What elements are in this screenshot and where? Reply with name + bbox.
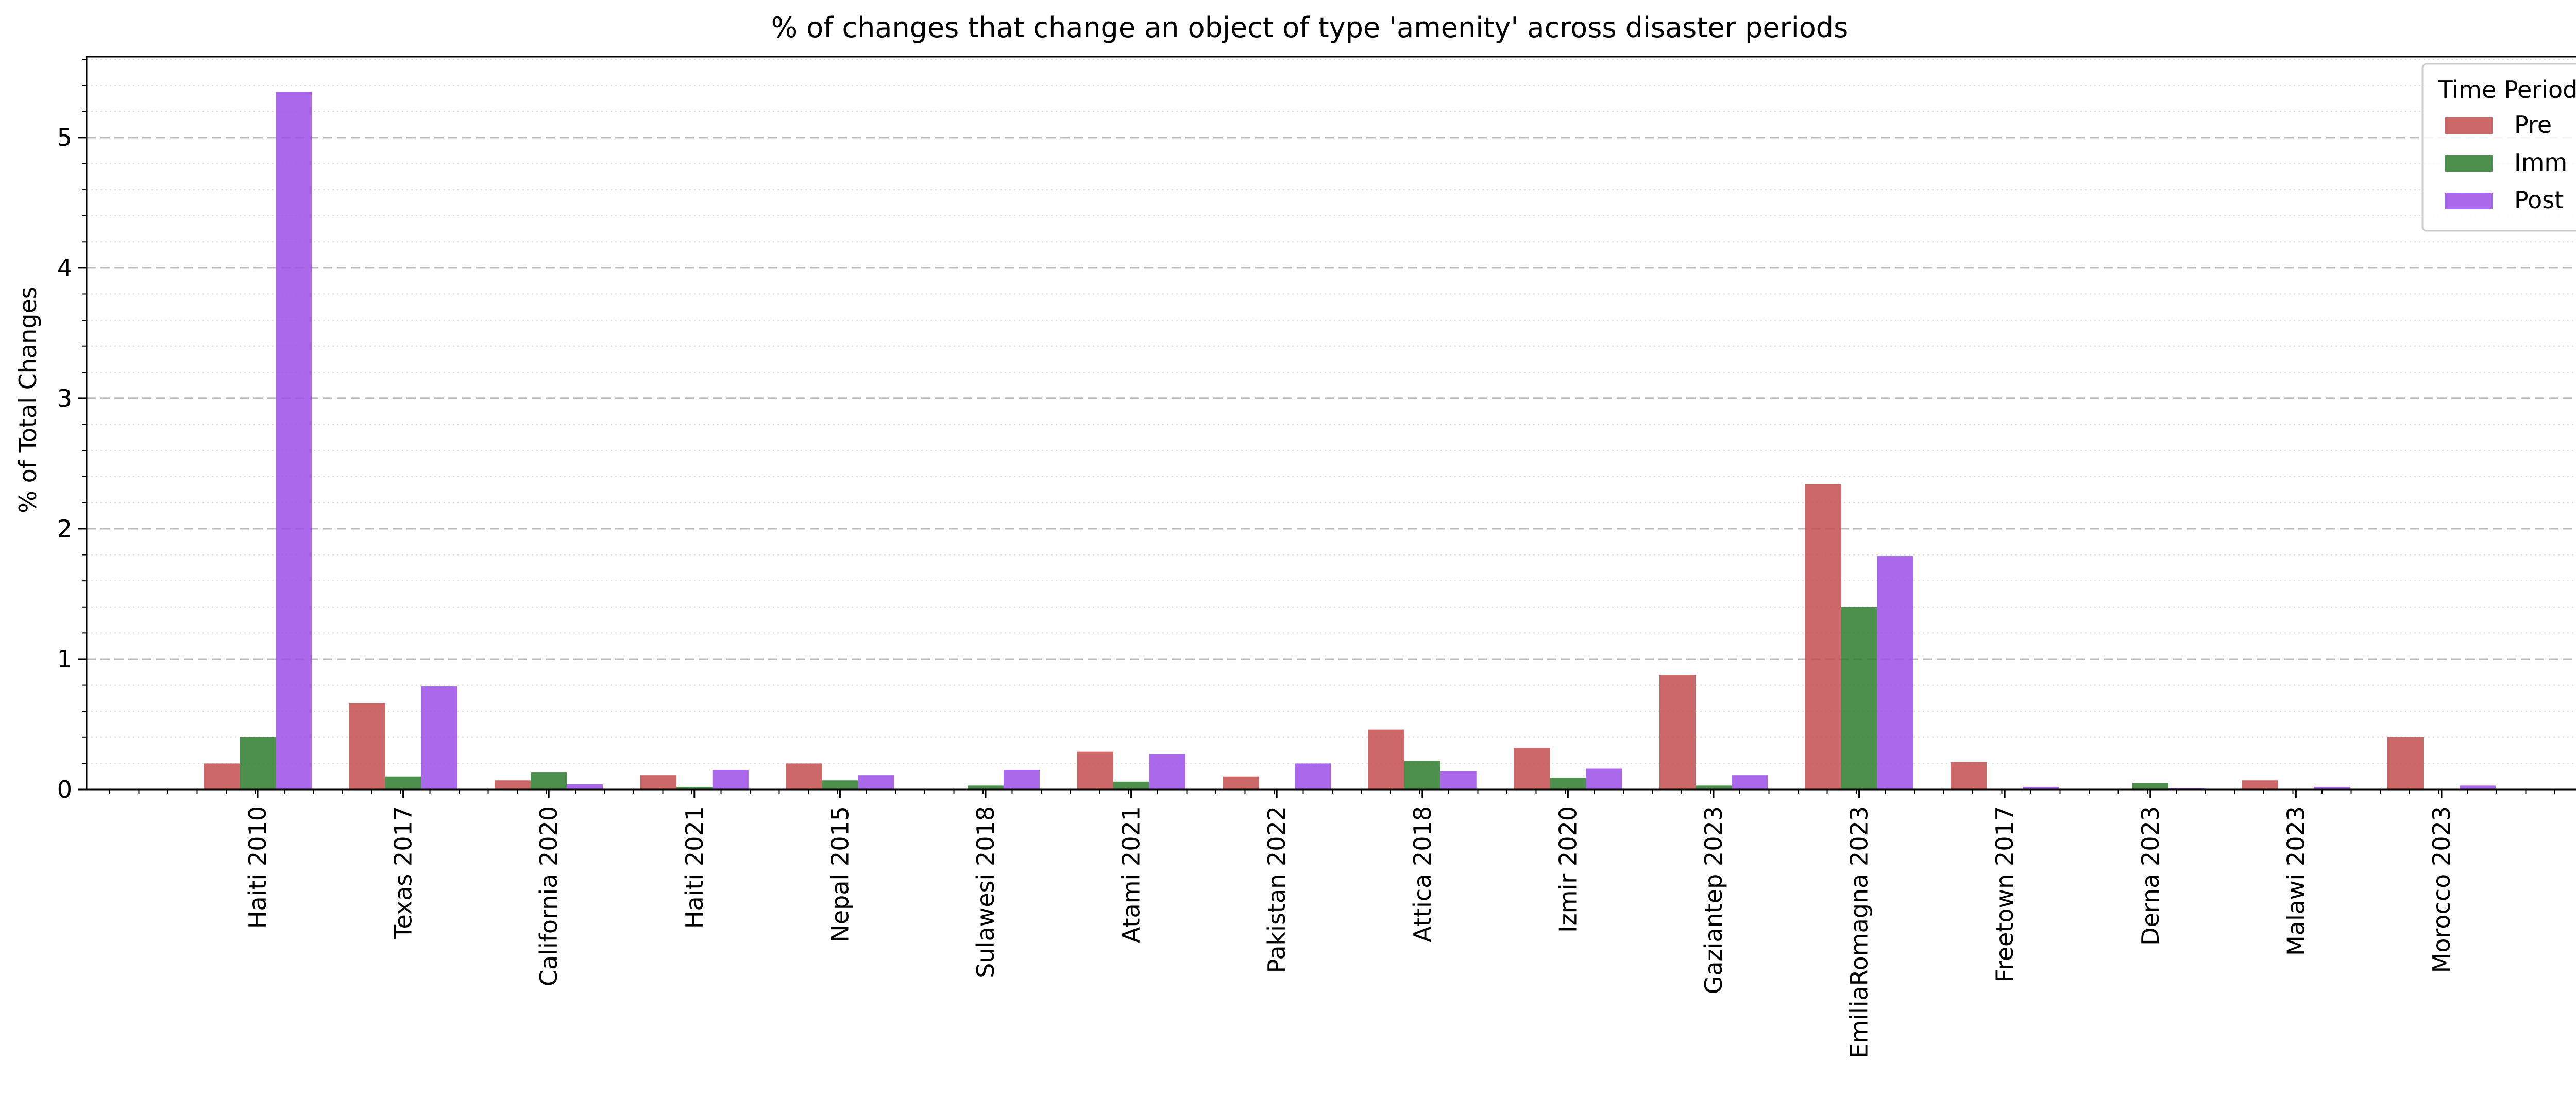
legend-swatch-post [2445, 193, 2493, 209]
x-tick-label: Haiti 2010 [244, 806, 272, 929]
x-tick-label: Morocco 2023 [2428, 806, 2455, 973]
bar-imm [676, 786, 713, 789]
bar-pre [495, 780, 531, 789]
legend: Time Period Pre Imm Post [2421, 63, 2576, 232]
x-tick-label: Haiti 2021 [681, 806, 708, 929]
bar-pre [349, 703, 385, 789]
bar-imm [968, 785, 1004, 789]
bar-pre [2242, 780, 2278, 789]
bar-post [276, 92, 312, 789]
bar-post [421, 686, 457, 789]
y-tick-label: 5 [57, 124, 72, 152]
x-tick-label: Pakistan 2022 [1263, 806, 1291, 973]
bar-pre [1077, 751, 1113, 789]
x-tick-label: Freetown 2017 [1991, 806, 2019, 982]
bar-post [858, 775, 894, 789]
bar-pre [1951, 762, 1987, 789]
bar-pre [1223, 776, 1259, 789]
chart-title: % of changes that change an object of ty… [771, 11, 1848, 44]
legend-box [2421, 63, 2576, 232]
x-tick-label: Nepal 2015 [826, 806, 854, 943]
x-tick-label: Sulawesi 2018 [972, 806, 999, 978]
bar-post [1440, 771, 1477, 789]
legend-label-post: Post [2514, 186, 2564, 214]
bar-post [1295, 763, 1331, 789]
y-tick-label: 2 [57, 515, 72, 543]
legend-swatch-imm [2445, 155, 2493, 172]
x-tick-label: Atami 2021 [1117, 806, 1145, 943]
bar-imm [240, 737, 276, 789]
grid-lines [87, 59, 2576, 764]
x-tick-label: Malawi 2023 [2282, 806, 2310, 956]
x-tick-label: Gaziantep 2023 [1700, 806, 1727, 994]
bar-pre [640, 775, 676, 789]
bar-imm [1113, 781, 1149, 789]
bars [204, 92, 2496, 789]
bar-imm [385, 776, 421, 789]
y-tick-label: 4 [57, 254, 72, 282]
bar-imm [822, 780, 858, 789]
x-tick-label: EmiliaRomagna 2023 [1845, 806, 1873, 1058]
bar-post [1877, 556, 1913, 789]
bar-imm [1404, 761, 1440, 789]
x-tick-label: Derna 2023 [2137, 806, 2164, 946]
bar-post [1732, 775, 1768, 789]
bar-pre [1368, 729, 1404, 789]
bar-post [1586, 768, 1622, 789]
x-tick-label: Attica 2018 [1409, 806, 1436, 943]
y-tick-label: 0 [57, 776, 72, 803]
bar-pre [786, 763, 822, 789]
bar-post [1149, 754, 1185, 789]
y-tick-label: 3 [57, 384, 72, 412]
y-axis-label: % of Total Changes [14, 287, 42, 513]
bar-post [567, 784, 603, 789]
bar-imm [1696, 785, 1732, 789]
bar-post [2460, 785, 2496, 789]
x-axis: Haiti 2010 Texas 2017 California 2020 Haiti… [109, 789, 2555, 1058]
bar-post [1004, 770, 1040, 789]
x-tick-label: Izmir 2020 [1554, 806, 1582, 933]
bar-pre [2387, 737, 2424, 789]
bar-imm [2132, 783, 2168, 789]
plot-area-frame [86, 56, 2576, 791]
bar-imm [1550, 778, 1586, 789]
legend-title: Time Period [2438, 76, 2576, 104]
bar-pre [1514, 748, 1550, 789]
bar-imm [1841, 607, 1877, 789]
x-tick-label: Texas 2017 [389, 806, 417, 940]
bar-post [2023, 786, 2059, 789]
bar-imm [531, 772, 567, 789]
bar-pre [1805, 484, 1841, 789]
legend-swatch-pre [2445, 117, 2493, 134]
legend-label-pre: Pre [2514, 111, 2552, 139]
bar-post [712, 770, 749, 789]
bar-pre [204, 763, 240, 789]
y-tick-label: 1 [57, 645, 72, 673]
bar-post [2314, 786, 2350, 789]
legend-label-imm: Imm [2514, 148, 2567, 176]
bar-pre [1659, 675, 1696, 789]
y-axis: 0 1 2 3 4 5 [57, 59, 87, 803]
x-tick-label: California 2020 [535, 806, 563, 986]
